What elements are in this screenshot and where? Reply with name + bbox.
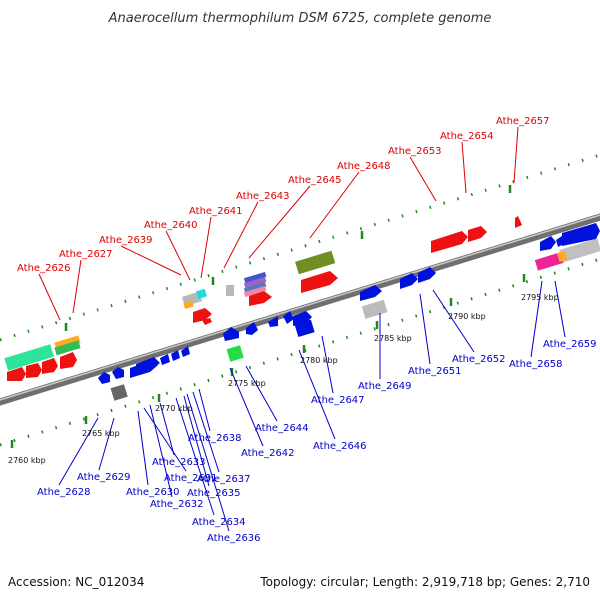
gene-label-athe-2631[interactable]: Athe_2631 xyxy=(164,473,218,484)
gene-label-athe-2627[interactable]: Athe_2627 xyxy=(59,249,113,260)
accession-text: Accession: NC_012034 xyxy=(8,575,144,589)
gene-label-athe-2635[interactable]: Athe_2635 xyxy=(187,488,241,499)
connector-athe-2628 xyxy=(58,417,99,486)
connector-athe-2638 xyxy=(198,388,211,432)
scale-label: 2760 kbp xyxy=(8,456,46,465)
gene-label-athe-2640[interactable]: Athe_2640 xyxy=(144,220,198,231)
connector-athe-2632 xyxy=(149,404,173,498)
connector-athe-2630 xyxy=(137,410,149,486)
gene-label-athe-2653[interactable]: Athe_2653 xyxy=(388,146,442,157)
gene-label-athe-2632[interactable]: Athe_2632 xyxy=(150,499,204,510)
lower-gene-features xyxy=(98,223,600,401)
gene-block-left xyxy=(4,335,81,381)
lower-guide-track xyxy=(0,257,600,447)
genome-backbone xyxy=(0,213,600,406)
gene-block-center xyxy=(295,250,338,293)
connector-athe-2626 xyxy=(38,273,61,321)
gene-label-athe-2639[interactable]: Athe_2639 xyxy=(99,235,153,246)
connector-athe-2640 xyxy=(165,230,191,281)
gene-label-athe-2628[interactable]: Athe_2628 xyxy=(37,487,91,498)
gene-label-athe-2642[interactable]: Athe_2642 xyxy=(241,448,295,459)
scale-label: 2780 kbp xyxy=(300,356,338,365)
gene-label-athe-2626[interactable]: Athe_2626 xyxy=(17,263,71,274)
connector-athe-2659 xyxy=(554,280,566,338)
connector-athe-2643 xyxy=(223,201,259,269)
connector-athe-2639 xyxy=(120,245,182,276)
connector-athe-2648 xyxy=(309,171,360,239)
connector-athe-2651 xyxy=(419,293,431,365)
connector-athe-2658 xyxy=(530,280,543,358)
gene-label-athe-2634[interactable]: Athe_2634 xyxy=(192,517,246,528)
gene-block-right xyxy=(431,216,600,271)
connector-athe-2641 xyxy=(200,216,212,279)
genome-summary-text: Topology: circular; Length: 2,919,718 bp… xyxy=(259,575,590,589)
connector-athe-2642 xyxy=(229,367,264,447)
connector-athe-2631 xyxy=(143,407,187,472)
gene-label-athe-2654[interactable]: Athe_2654 xyxy=(440,131,494,142)
connector-athe-2644 xyxy=(245,365,278,422)
connector-athe-2647 xyxy=(321,335,334,394)
connector-athe-2652 xyxy=(432,289,475,353)
gene-label-athe-2629[interactable]: Athe_2629 xyxy=(77,472,131,483)
connector-athe-2635 xyxy=(183,395,210,487)
scale-label: 2785 kbp xyxy=(374,334,412,343)
gene-label-athe-2646[interactable]: Athe_2646 xyxy=(313,441,367,452)
gene-label-athe-2644[interactable]: Athe_2644 xyxy=(255,423,309,434)
major-ticks xyxy=(10,185,526,448)
connector-athe-2636 xyxy=(186,393,230,532)
gene-labels: Athe_2626 Athe_2627 Athe_2639 Athe_2640 Athe… xyxy=(17,116,597,544)
gene-label-athe-2652[interactable]: Athe_2652 xyxy=(452,354,506,365)
connector-athe-2629 xyxy=(98,417,115,471)
connector-athe-2646 xyxy=(298,349,336,440)
scale-label: 2770 kbp xyxy=(155,404,193,413)
connector-athe-2627 xyxy=(72,259,82,314)
gene-label-athe-2636[interactable]: Athe_2636 xyxy=(207,533,261,544)
connector-athe-2634 xyxy=(175,397,215,516)
gene-label-athe-2658[interactable]: Athe_2658 xyxy=(509,359,563,370)
gene-label-athe-2637[interactable]: Athe_2637 xyxy=(197,474,251,485)
map-title: Anaerocellum thermophilum DSM 6725, comp… xyxy=(108,11,492,26)
connector-athe-2645 xyxy=(248,185,311,259)
gene-label-athe-2638[interactable]: Athe_2638 xyxy=(188,433,242,444)
scale-label: 2775 kbp xyxy=(228,379,266,388)
gene-label-athe-2643[interactable]: Athe_2643 xyxy=(236,191,290,202)
gene-block-mid-left xyxy=(181,271,272,325)
gene-label-athe-2647[interactable]: Athe_2647 xyxy=(311,395,365,406)
gene-label-athe-2649[interactable]: Athe_2649 xyxy=(358,381,412,392)
gene-label-athe-2630[interactable]: Athe_2630 xyxy=(126,487,180,498)
gene-label-athe-2641[interactable]: Athe_2641 xyxy=(189,206,243,217)
connector-athe-2657 xyxy=(513,126,519,184)
gene-label-athe-2659[interactable]: Athe_2659 xyxy=(543,339,597,350)
scale-label: 2795 kbp xyxy=(521,293,559,302)
gene-label-athe-2648[interactable]: Athe_2648 xyxy=(337,161,391,172)
gene-label-athe-2651[interactable]: Athe_2651 xyxy=(408,366,462,377)
label-connectors xyxy=(38,126,566,532)
gene-label-athe-2657[interactable]: Athe_2657 xyxy=(496,116,550,127)
upper-guide-track xyxy=(0,153,600,342)
connector-athe-2654 xyxy=(461,141,467,194)
connector-athe-2653 xyxy=(409,156,437,202)
scale-labels: 2760 kbp 2765 kbp 2770 kbp 2775 kbp 2780 kbp… xyxy=(8,293,559,465)
upper-gene-features xyxy=(4,216,600,381)
gene-label-athe-2645[interactable]: Athe_2645 xyxy=(288,175,342,186)
connector-athe-2637 xyxy=(192,391,220,473)
connector-athe-2633 xyxy=(159,402,175,456)
scale-label: 2790 kbp xyxy=(448,312,486,321)
scale-label: 2765 kbp xyxy=(82,429,120,438)
gene-label-athe-2633[interactable]: Athe_2633 xyxy=(152,457,206,468)
